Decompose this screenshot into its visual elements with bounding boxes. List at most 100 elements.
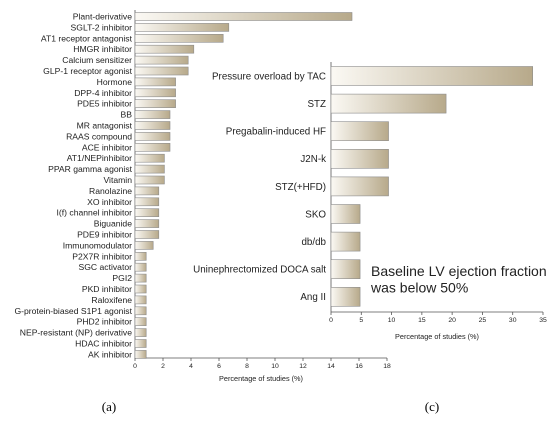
chart-a-bar — [134, 186, 160, 196]
chart-a-x-tick-label: 14 — [327, 363, 335, 370]
chart-a-panel-label: (a) — [102, 399, 116, 414]
chart-a-bar — [134, 23, 230, 32]
chart-a-x-tick-label: 12 — [299, 363, 307, 370]
chart-a-category-label: GLP-1 receptor agonist — [43, 66, 132, 76]
chart-c-x-tick-label: 10 — [388, 317, 396, 324]
chart-a-category-label: I(f) channel inhibitor — [57, 208, 133, 218]
chart-a-category-label: Plant-derivative — [73, 12, 132, 22]
chart-a-bar — [134, 241, 154, 250]
chart-a-category-label: G-protein-biased S1P1 agonist — [14, 306, 132, 316]
chart-c-bar — [330, 93, 447, 114]
chart-a-category-label: Vitamin — [103, 175, 132, 185]
chart-a-category-label: RAAS compound — [66, 131, 132, 141]
chart-a-category-label: AK inhibitor — [88, 349, 132, 359]
chart-c-x-tick-label: 0 — [329, 317, 333, 324]
chart-a-bar — [134, 121, 171, 130]
chart-c-category-label: STZ(+HFD) — [275, 182, 326, 193]
chart-a-bar — [134, 66, 189, 76]
chart-a-x-axis-title: Percentage of studies (%) — [219, 374, 303, 383]
chart-c-bar — [330, 231, 361, 252]
chart-a-x-tick-label: 4 — [189, 363, 193, 370]
chart-c-x-tick-label: 5 — [359, 317, 363, 324]
chart-c-x-tick-label: 35 — [539, 317, 547, 324]
chart-a-category-label: ACE inhibitor — [82, 142, 132, 152]
chart-a-bar — [134, 12, 353, 21]
chart-a-bar — [134, 273, 147, 283]
chart-c-category-label: Uninephrectomized DOCA salt — [193, 265, 326, 276]
chart-a-category-label: Immunomodulator — [63, 240, 132, 250]
chart-a-bar — [134, 132, 171, 141]
chart-a-bar — [134, 77, 176, 87]
chart-a-bar — [134, 99, 176, 108]
chart-c-category-label: Pregabalin-induced HF — [226, 127, 326, 138]
chart-c-x-axis-title: Percentage of studies (%) — [395, 332, 479, 341]
chart-a-category-label: Raloxifene — [91, 295, 132, 305]
chart-a-category-label: HMGR inhibitor — [73, 44, 132, 54]
chart-a-category-label: Calcium sensitizer — [62, 55, 132, 65]
chart-a-category-label: PKD inhibitor — [82, 284, 132, 294]
chart-a-category-label: AT1 receptor antagonist — [41, 33, 133, 43]
chart-a-x-tick-label: 10 — [271, 363, 279, 370]
chart-a-bar — [134, 252, 147, 261]
chart-a-bar — [134, 153, 165, 163]
chart-c-x-tick-label: 20 — [448, 317, 456, 324]
chart-c-bar — [330, 259, 361, 280]
chart-c-category-label: SKO — [305, 209, 326, 220]
chart-c-bar — [330, 286, 361, 307]
chart-a-bar — [134, 306, 147, 316]
chart-c-category-label: STZ — [307, 99, 326, 110]
chart-a-category-label: PHD2 inhibitor — [77, 317, 133, 327]
chart-a-bar — [134, 295, 147, 305]
chart-a-bar — [134, 317, 147, 327]
chart-c-category-label: J2N-k — [300, 154, 326, 165]
chart-a-category-label: SGLT-2 inhibitor — [71, 22, 133, 32]
chart-a-bar — [134, 110, 171, 119]
chart-a-x-tick-label: 18 — [383, 363, 391, 370]
chart-c-x-tick-label: 25 — [479, 317, 487, 324]
chart-a-category-label: PDE5 inhibitor — [77, 99, 132, 109]
chart-a-bar — [134, 197, 160, 207]
chart-a-bar — [134, 339, 147, 348]
chart-c-category-label: Ang II — [300, 292, 326, 303]
chart-a-category-label: PPAR gamma agonist — [48, 164, 133, 174]
chart-a-category-label: Ranolazine — [89, 186, 132, 196]
chart-a-bar — [134, 33, 224, 43]
chart-a-category-label: XO inhibitor — [87, 197, 132, 207]
chart-c-annotation: Baseline LV ejection fraction was below 5… — [370, 263, 547, 296]
chart-c-bar — [330, 149, 389, 169]
chart-c-category-label: db/db — [301, 237, 326, 248]
chart-c-bar — [330, 121, 389, 141]
chart-a-category-label: MR antagonist — [77, 121, 133, 131]
chart-a-bar — [134, 230, 160, 239]
chart-a-bar — [134, 328, 147, 337]
chart-c-category-label: Pressure overload by TAC — [212, 71, 326, 82]
chart-a-bar — [134, 164, 165, 174]
chart-a-bar — [134, 175, 165, 185]
chart-a-bar — [134, 350, 147, 359]
chart-a-category-label: SGC activator — [79, 262, 133, 272]
chart-a-category-label: NEP-resistant (NP) derivative — [20, 328, 132, 338]
chart-c-panel-label: (c) — [425, 399, 439, 414]
chart-a-bar — [134, 219, 160, 228]
chart-a-x-tick-label: 8 — [245, 363, 249, 370]
chart-a-category-label: BB — [121, 110, 133, 120]
chart-a-category-label: PDE9 inhibitor — [77, 230, 132, 240]
chart-c-bar — [330, 66, 534, 86]
chart-a-x-tick-label: 16 — [355, 363, 363, 370]
chart-a-bar — [134, 208, 160, 217]
chart-c-bar — [330, 176, 389, 197]
chart-a-x-tick-label: 0 — [133, 363, 137, 370]
chart-a-category-label: Biguanide — [94, 219, 132, 229]
chart-a-bar — [134, 88, 176, 98]
chart-a-category-label: Hormone — [97, 77, 133, 87]
chart-a-category-label: DPP-4 inhibitor — [74, 88, 132, 98]
chart-a-bar — [134, 143, 171, 152]
chart-a-category-label: P2X7R inhibitor — [72, 251, 132, 261]
chart-a-bar — [134, 284, 147, 294]
chart-c-bar — [330, 204, 361, 224]
chart-c-x-tick-label: 15 — [418, 317, 426, 324]
chart-a-category-label: HDAC inhibitor — [75, 339, 132, 349]
chart-a-bar — [134, 44, 195, 54]
chart-c-x-tick-label: 30 — [509, 317, 517, 324]
